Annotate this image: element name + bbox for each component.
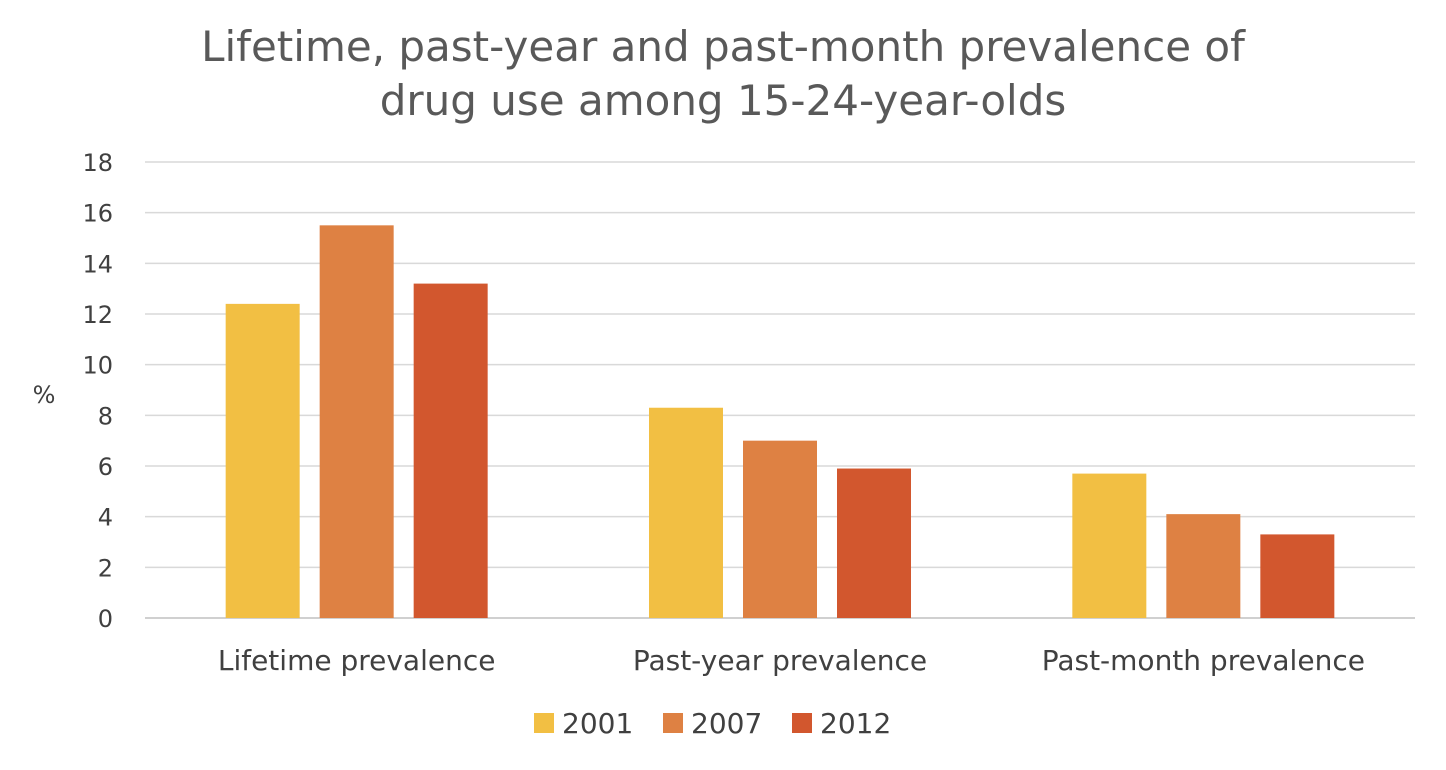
- y-tick-label: 16: [82, 200, 113, 228]
- bar-2007-1: [743, 440, 817, 618]
- y-tick-label: 4: [98, 504, 113, 532]
- bar-2001-0: [225, 303, 300, 618]
- legend-label: 2007: [691, 707, 762, 740]
- y-tick-label: 14: [82, 250, 113, 278]
- bar-2007-2: [1166, 514, 1241, 618]
- y-axis-label: %: [33, 381, 56, 409]
- bar-2012-1: [837, 468, 911, 618]
- bar-2012-2: [1260, 534, 1335, 618]
- chart-title-line-1: Lifetime, past-year and past-month preva…: [201, 22, 1245, 71]
- legend-swatch-2001: [534, 713, 554, 733]
- y-tick-label: 6: [98, 453, 113, 481]
- legend-swatch-2012: [792, 713, 812, 733]
- legend-label: 2001: [562, 707, 633, 740]
- legend: 2001 2007 2012: [534, 707, 891, 740]
- y-tick-label: 10: [82, 352, 113, 380]
- bar-2012-0: [413, 283, 488, 618]
- y-tick-label: 0: [98, 605, 113, 633]
- category-labels: Lifetime prevalence Past-year prevalence P…: [218, 644, 1365, 677]
- y-tick-label: 12: [82, 301, 113, 329]
- bar-2001-1: [649, 407, 723, 618]
- chart-title-line-2: drug use among 15-24-year-olds: [379, 76, 1067, 125]
- bar-2007-0: [319, 225, 394, 619]
- bars: [225, 225, 1335, 619]
- y-axis-ticks: 0 2 4 6 8 10 12 14 16 18: [82, 149, 113, 633]
- y-tick-label: 2: [98, 554, 113, 582]
- x-category-label: Past-month prevalence: [1042, 644, 1365, 677]
- legend-label: 2012: [820, 707, 891, 740]
- x-category-label: Past-year prevalence: [633, 644, 927, 677]
- x-category-label: Lifetime prevalence: [218, 644, 496, 677]
- bar-2001-2: [1072, 473, 1147, 618]
- y-tick-label: 18: [82, 149, 113, 177]
- y-tick-label: 8: [98, 402, 113, 430]
- legend-swatch-2007: [663, 713, 683, 733]
